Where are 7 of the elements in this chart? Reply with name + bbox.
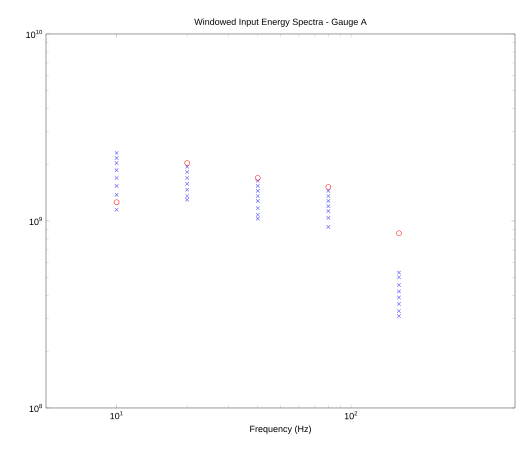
y-tick-label: 10$^{8}$ xyxy=(30,404,42,412)
x-tick-label: 10$^{2}$ xyxy=(344,411,358,420)
y-tick-label: 10$^{9}$ xyxy=(30,216,42,226)
x-tick-label: 10$^{1}$ xyxy=(110,411,123,420)
x-axis-title: Frequency (Hz) xyxy=(250,425,311,434)
chart-title: Windowed Input Energy Spectra - Gauge A xyxy=(194,18,367,27)
y-tick-label: 10$^{10}$ xyxy=(26,30,42,38)
